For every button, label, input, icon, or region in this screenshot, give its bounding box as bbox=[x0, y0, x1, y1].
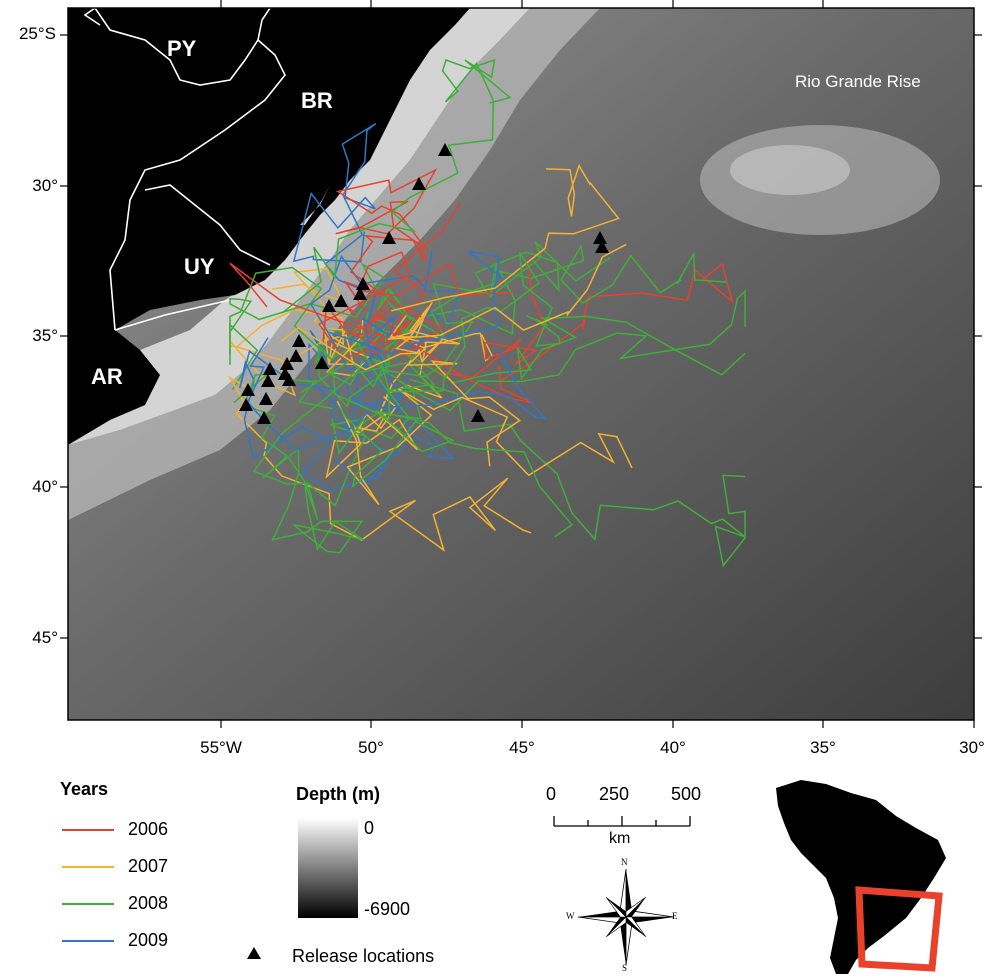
track-path bbox=[246, 337, 547, 451]
release-marker bbox=[263, 362, 277, 375]
release-marker bbox=[261, 374, 275, 387]
track-path bbox=[292, 122, 378, 408]
track-lines bbox=[228, 58, 746, 568]
compass-e: E bbox=[672, 911, 678, 921]
release-marker bbox=[241, 383, 255, 396]
inset-map bbox=[776, 780, 946, 974]
compass-s: S bbox=[622, 963, 628, 973]
track-path bbox=[391, 163, 620, 312]
legend-line-2009 bbox=[62, 940, 114, 942]
depth-min-label: -6900 bbox=[364, 899, 411, 919]
south-america-land bbox=[68, 8, 470, 445]
years-legend-title: Years bbox=[60, 779, 109, 799]
track-path bbox=[335, 168, 438, 312]
track-path bbox=[336, 388, 633, 506]
lon-label-30: 30° bbox=[959, 738, 985, 757]
lon-label-45: 45° bbox=[509, 738, 535, 757]
depth-colorbar bbox=[298, 818, 358, 918]
lon-label-50: 50° bbox=[358, 738, 384, 757]
lon-label-35: 35° bbox=[810, 738, 836, 757]
release-legend-label: Release locations bbox=[292, 946, 435, 966]
legend-year-2007: 2007 bbox=[62, 855, 202, 879]
country-label-uy: UY bbox=[184, 254, 215, 279]
legend-line-2006 bbox=[62, 829, 114, 831]
legend-label-2007: 2007 bbox=[128, 856, 169, 876]
scale-tick-500: 500 bbox=[671, 784, 702, 804]
release-marker bbox=[334, 294, 348, 307]
release-marker bbox=[471, 409, 485, 422]
track-path bbox=[389, 307, 521, 467]
release-marker bbox=[257, 411, 271, 424]
release-marker bbox=[593, 231, 607, 244]
lat-label-40: 40° bbox=[32, 477, 58, 496]
compass-w: W bbox=[566, 911, 575, 921]
scale-bar bbox=[553, 816, 691, 827]
lat-label-35: 35° bbox=[32, 326, 58, 345]
legend-year-2006: 2006 bbox=[62, 818, 202, 842]
track-path bbox=[357, 289, 746, 440]
country-label-br: BR bbox=[301, 88, 333, 113]
legend-line-2007 bbox=[62, 866, 114, 868]
depth-legend-title: Depth (m) bbox=[296, 784, 380, 804]
lat-label-25: 25°S bbox=[18, 24, 56, 43]
lon-label-40: 40° bbox=[660, 738, 686, 757]
track-path bbox=[229, 241, 611, 390]
release-marker bbox=[353, 287, 367, 300]
legend-year-2009: 2009 bbox=[62, 929, 202, 953]
release-marker bbox=[438, 143, 452, 156]
track-path bbox=[239, 350, 391, 491]
release-marker bbox=[412, 177, 426, 190]
country-label-ar: AR bbox=[91, 364, 123, 389]
track-path bbox=[281, 58, 512, 314]
depth-max-label: 0 bbox=[364, 818, 375, 838]
slope bbox=[68, 8, 600, 520]
track-path bbox=[338, 406, 574, 538]
release-markers bbox=[239, 143, 609, 424]
lon-label-55: 55°W bbox=[200, 738, 242, 757]
compass-n: N bbox=[621, 857, 628, 867]
scale-tick-250: 250 bbox=[599, 784, 630, 804]
release-marker bbox=[239, 398, 253, 411]
track-path bbox=[328, 250, 506, 368]
legend-year-2008: 2008 bbox=[62, 892, 202, 916]
track-path bbox=[229, 202, 461, 356]
country-label-py: PY bbox=[167, 36, 197, 61]
lat-label-45: 45° bbox=[32, 628, 58, 647]
legend-label-2008: 2008 bbox=[128, 893, 169, 913]
track-path bbox=[326, 251, 561, 420]
scale-unit: km bbox=[609, 830, 631, 847]
track-path bbox=[409, 378, 746, 568]
legend-label-2009: 2009 bbox=[128, 930, 169, 950]
country-borders bbox=[83, 8, 286, 331]
inset-frame bbox=[855, 886, 943, 972]
legend-line-2008 bbox=[62, 903, 114, 905]
release-marker bbox=[280, 357, 294, 370]
release-marker bbox=[289, 349, 303, 362]
release-marker bbox=[315, 356, 329, 369]
track-path bbox=[229, 251, 560, 408]
release-marker bbox=[595, 240, 609, 253]
release-marker bbox=[382, 231, 396, 244]
release-marker bbox=[292, 334, 306, 347]
release-marker bbox=[322, 299, 336, 312]
track-path bbox=[325, 396, 419, 479]
scale-tick-0: 0 bbox=[546, 784, 557, 804]
inset-south-america bbox=[776, 780, 946, 974]
release-legend-icon bbox=[246, 946, 262, 965]
compass-rose bbox=[577, 868, 675, 966]
track-path bbox=[280, 243, 627, 371]
track-path bbox=[252, 361, 439, 507]
lat-label-30: 30° bbox=[32, 176, 58, 195]
rio-grande-rise-label: Rio Grande Rise bbox=[795, 72, 921, 91]
legend-label-2006: 2006 bbox=[128, 819, 169, 839]
track-path bbox=[292, 315, 746, 410]
release-marker bbox=[282, 373, 296, 386]
track-path bbox=[377, 244, 728, 335]
release-marker bbox=[356, 277, 370, 290]
release-marker bbox=[259, 392, 273, 405]
